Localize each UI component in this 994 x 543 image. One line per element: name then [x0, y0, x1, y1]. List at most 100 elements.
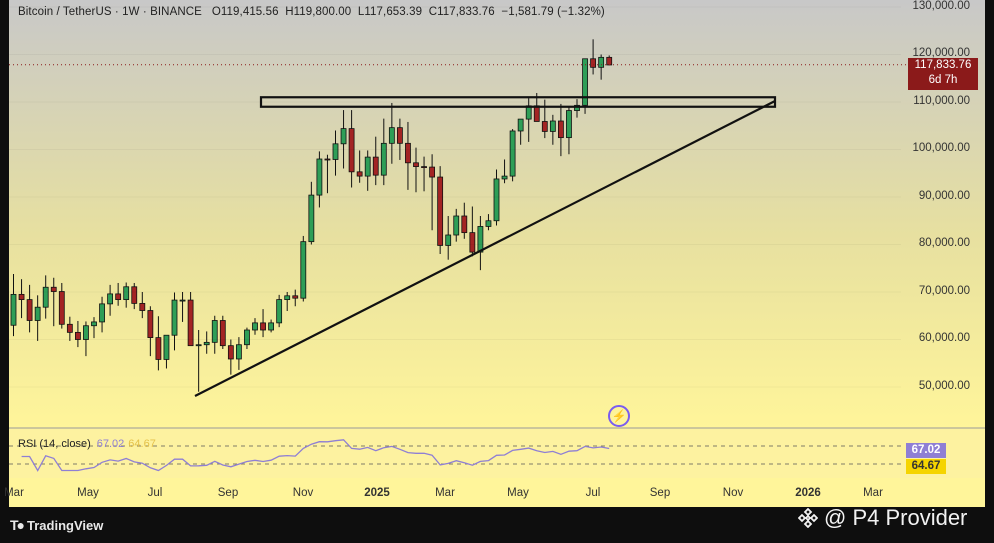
- candle: [372, 136, 379, 186]
- candle: [203, 331, 210, 354]
- candle: [324, 154, 331, 194]
- candle-body: [348, 128, 355, 173]
- candle-body: [268, 322, 275, 331]
- candle: [590, 39, 596, 75]
- x-tick-label: Sep: [217, 487, 239, 499]
- candle-body: [308, 194, 315, 243]
- y-tick-label: 120,000.00: [912, 47, 970, 59]
- tradingview-logo[interactable]: T● TradingView: [10, 517, 103, 533]
- rsi-legend[interactable]: RSI (14, close) 67.02 64.67: [18, 438, 156, 450]
- candle: [58, 282, 65, 329]
- candle: [396, 118, 403, 160]
- candle-body: [50, 286, 57, 292]
- candle-body: [131, 286, 138, 304]
- candle-body: [421, 166, 427, 169]
- y-tick-label: 80,000.00: [918, 237, 970, 249]
- candle-body: [493, 178, 500, 222]
- candle-body: [211, 320, 218, 343]
- candle-body: [244, 329, 250, 346]
- candle: [83, 321, 89, 357]
- candle-body: [509, 130, 516, 177]
- candle-body: [163, 334, 170, 360]
- candle: [115, 282, 122, 306]
- y-tick-label: 70,000.00: [918, 285, 970, 297]
- candle-body: [590, 58, 596, 68]
- candle-body: [123, 286, 130, 300]
- candle: [42, 275, 49, 319]
- chart-frame: [9, 0, 985, 507]
- candle: [235, 337, 242, 370]
- flash-icon[interactable]: ⚡: [608, 405, 630, 427]
- low-value: L117,653.39: [357, 6, 423, 18]
- ascending-trendline[interactable]: [194, 100, 776, 397]
- candle-body: [34, 306, 41, 321]
- candle-body: [437, 176, 444, 246]
- candle: [268, 319, 275, 333]
- candle-body: [485, 220, 492, 227]
- candle: [227, 339, 234, 375]
- rsi-legend-value: 67.02: [96, 438, 125, 450]
- chart-canvas[interactable]: [9, 0, 985, 507]
- candle-body: [541, 121, 548, 132]
- candle-body: [284, 295, 291, 300]
- change-value: −1,581.79 (−1.32%): [501, 6, 605, 18]
- x-tick-label: Jul: [147, 487, 163, 499]
- x-tick-label: Mar: [863, 487, 883, 499]
- watermark: @ P4 Provider: [798, 505, 967, 531]
- candle-body: [107, 293, 113, 305]
- tradingview-icon: T●: [10, 517, 25, 533]
- candle-body: [445, 234, 452, 246]
- candle-body: [606, 56, 613, 66]
- candle-body: [598, 56, 605, 68]
- candle: [155, 316, 162, 371]
- rsi-label: RSI (14, close): [18, 438, 91, 450]
- candle-body: [18, 293, 25, 300]
- candle: [566, 107, 572, 155]
- candle-body: [372, 156, 379, 176]
- candle: [364, 150, 371, 191]
- candle: [558, 103, 564, 157]
- binance-diamond-icon: [798, 508, 818, 528]
- candle-body: [171, 299, 178, 336]
- candle: [453, 208, 460, 242]
- candle: [380, 118, 387, 186]
- x-tick-label: Mar: [435, 487, 455, 499]
- watermark-text: @ P4 Provider: [824, 505, 968, 530]
- candle-body: [252, 322, 258, 331]
- candle-body: [91, 321, 97, 327]
- y-tick-label: 90,000.00: [918, 190, 970, 202]
- candle-body: [10, 293, 17, 326]
- candle-body: [276, 299, 283, 324]
- y-tick-label: 110,000.00: [913, 95, 970, 107]
- symbol-name[interactable]: Bitcoin / TetherUS · 1W · BINANCE: [18, 6, 202, 18]
- candle: [187, 292, 194, 347]
- candle: [332, 130, 339, 176]
- candle: [10, 273, 17, 337]
- candle: [18, 279, 25, 319]
- candle: [292, 289, 299, 307]
- candle-body: [235, 344, 242, 360]
- y-tick-label: 60,000.00: [918, 332, 970, 344]
- candle-body: [469, 232, 476, 253]
- candle: [340, 110, 347, 169]
- candle-body: [396, 127, 403, 144]
- candle-body: [517, 118, 524, 132]
- candle: [485, 214, 492, 231]
- candle: [517, 118, 524, 145]
- candle: [421, 156, 427, 192]
- x-tick-label: May: [507, 487, 529, 499]
- x-tick-label: May: [77, 487, 99, 499]
- candle: [244, 327, 250, 349]
- close-value: C117,833.76: [428, 6, 495, 18]
- candle: [66, 316, 73, 341]
- candle-body: [42, 286, 49, 308]
- candle-body: [66, 323, 73, 333]
- candle: [179, 292, 186, 322]
- x-tick-label: Sep: [649, 487, 671, 499]
- candle: [300, 235, 307, 302]
- candle: [50, 277, 57, 327]
- bar-countdown: 6d 7h: [928, 74, 958, 86]
- candle-body: [147, 310, 154, 338]
- candle-body: [187, 299, 194, 347]
- rsi-value-tag: 67.02: [906, 443, 946, 458]
